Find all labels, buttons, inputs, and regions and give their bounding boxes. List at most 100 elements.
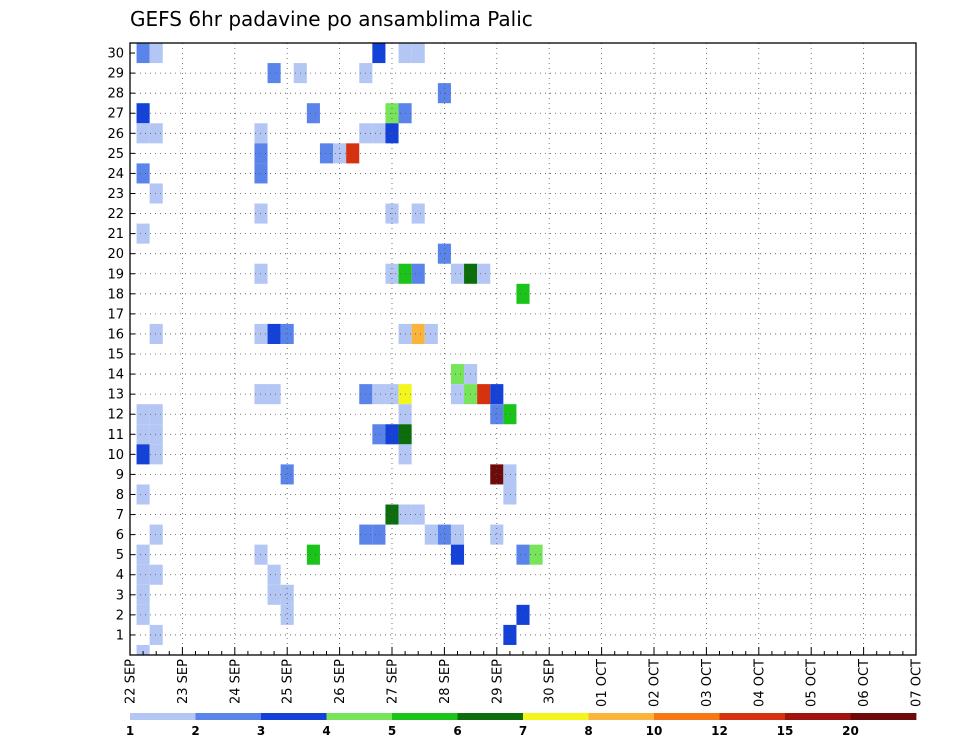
heatmap-cell	[450, 524, 465, 545]
heatmap-cell	[372, 43, 386, 64]
x-tick-label: 03 OCT	[700, 659, 715, 707]
heatmap-cell	[411, 263, 425, 284]
x-tick-label: 22 SEP	[124, 659, 139, 704]
colorbar-label: 10	[646, 724, 663, 738]
y-tick-label: 3	[116, 588, 124, 603]
heatmap-cell	[450, 364, 465, 385]
heatmap-cell	[411, 43, 425, 64]
heatmap-cell	[503, 624, 517, 645]
y-tick-label: 25	[107, 147, 124, 162]
y-tick-label: 20	[107, 247, 124, 262]
y-tick-label: 4	[116, 568, 124, 583]
colorbar-label: 6	[453, 724, 461, 738]
heatmap-cell	[385, 384, 399, 405]
heatmap-cell	[411, 504, 425, 525]
heatmap-cell	[411, 323, 425, 344]
heatmap-cell	[516, 544, 530, 565]
x-tick-label: 06 OCT	[857, 659, 872, 707]
colorbar-label: 8	[584, 724, 592, 738]
y-tick-label: 14	[107, 368, 124, 383]
heatmap-cell	[490, 384, 504, 405]
heatmap-cell	[136, 223, 150, 244]
x-tick-label: 01 OCT	[595, 659, 610, 707]
colorbar-swatch	[785, 713, 851, 720]
y-tick-label: 11	[107, 428, 124, 443]
grid-lines	[130, 43, 916, 655]
x-tick-label: 24 SEP	[228, 659, 243, 704]
heatmap-cell	[450, 544, 465, 565]
colorbar-swatch	[195, 713, 262, 720]
heatmap-cell	[136, 424, 150, 445]
heatmap-cell	[372, 384, 386, 405]
heatmap-cell	[346, 143, 360, 164]
heatmap-cell	[424, 524, 438, 545]
colorbar: 1 2 3 4 5 6 7 8 10 12 15 20	[126, 713, 917, 738]
heatmap-cell	[372, 424, 386, 445]
x-tick-label: 05 OCT	[805, 659, 820, 707]
y-tick-label: 21	[107, 227, 124, 242]
x-tick-label: 29 SEP	[490, 659, 505, 704]
x-tick-label: 30 SEP	[543, 659, 558, 704]
x-tick-label: 02 OCT	[648, 659, 663, 707]
heatmap-cell	[136, 43, 150, 64]
heatmap-cell	[477, 263, 491, 284]
heatmap-cell	[267, 323, 281, 344]
heatmap-cell	[136, 484, 150, 505]
y-tick-label: 5	[116, 548, 124, 563]
heatmap-cell	[372, 123, 386, 144]
colorbar-swatch	[719, 713, 786, 720]
heatmap-cell	[149, 323, 163, 344]
heatmap-cell	[529, 544, 543, 565]
heatmap-cell	[450, 263, 465, 284]
heatmap-cell	[516, 283, 530, 304]
heatmap-cell	[136, 584, 150, 605]
heatmap-cell	[149, 624, 163, 645]
heatmap-cell	[267, 584, 281, 605]
chart-title: GEFS 6hr padavine po ansamblima Palic	[130, 7, 533, 31]
colorbar-swatch	[850, 713, 917, 720]
y-tick-label: 22	[107, 207, 124, 222]
colorbar-label: 1	[126, 724, 134, 738]
axis-ticks: 1234567891011121314151617181920212223242…	[107, 47, 924, 707]
heatmap-cell	[385, 504, 399, 525]
colorbar-swatch	[523, 713, 589, 720]
colorbar-label: 4	[322, 724, 330, 738]
y-tick-label: 9	[116, 468, 124, 483]
heatmap-cell	[136, 604, 150, 625]
heatmap-cell	[149, 524, 163, 545]
colorbar-swatch	[261, 713, 327, 720]
x-tick-label: 04 OCT	[752, 659, 767, 707]
heatmap-cell	[503, 404, 517, 425]
y-tick-label: 2	[116, 608, 124, 623]
colorbar-label: 15	[777, 724, 794, 738]
heatmap-cell	[490, 404, 504, 425]
heatmap-cell	[149, 43, 163, 64]
colorbar-label: 2	[191, 724, 199, 738]
heatmap-cell	[280, 464, 294, 485]
heatmap-cell	[398, 43, 412, 64]
colorbar-swatch	[654, 713, 720, 720]
heatmap-cell	[136, 123, 150, 144]
heatmap-cell	[306, 544, 320, 565]
y-tick-label: 1	[116, 628, 124, 643]
heatmap-cell	[136, 103, 150, 124]
heatmap-cell	[149, 564, 163, 585]
y-tick-label: 30	[107, 47, 124, 62]
heatmap-cell	[424, 323, 438, 344]
colorbar-label: 7	[519, 724, 527, 738]
heatmap-cell	[149, 404, 163, 425]
x-tick-label: 25 SEP	[281, 659, 296, 704]
y-tick-label: 16	[107, 327, 124, 342]
y-tick-label: 28	[107, 87, 124, 102]
y-tick-label: 19	[107, 267, 124, 282]
x-tick-label: 28 SEP	[438, 659, 453, 704]
heatmap-cell	[477, 384, 491, 405]
heatmap-cell	[136, 404, 150, 425]
y-tick-label: 24	[107, 167, 124, 182]
heatmap-cell	[319, 143, 334, 164]
y-tick-label: 6	[116, 528, 124, 543]
x-tick-label: 23 SEP	[176, 659, 191, 704]
heatmap-cell	[503, 484, 517, 505]
y-tick-label: 27	[107, 107, 124, 122]
heatmap-cell	[149, 444, 163, 465]
